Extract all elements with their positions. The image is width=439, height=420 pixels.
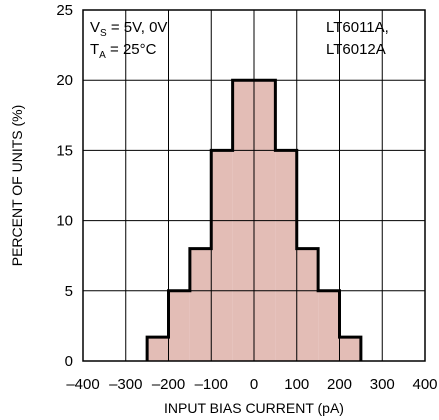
y-tick-label: 20 (56, 72, 73, 89)
x-tick-label: –100 (195, 376, 228, 393)
plot-frame (82, 9, 426, 362)
annotation-part-number-1: LT6011A, (326, 19, 389, 36)
bar-1 (168, 290, 190, 361)
x-tick-label: 0 (250, 376, 258, 393)
y-tick-label: 10 (56, 213, 73, 230)
annotation-ambient-temperature: TA = 25°C (90, 41, 157, 61)
bar-3 (211, 150, 233, 361)
y-tick-label: 5 (65, 283, 73, 300)
x-tick-labels: –400 –300 –200 –100 0 100 200 300 400 (66, 376, 437, 393)
annotation-supply-voltage-rest: = 5V, 0V (107, 19, 168, 36)
x-axis-label: INPUT BIAS CURRENT (pA) (164, 400, 344, 416)
grid (83, 10, 425, 361)
bar-9 (339, 337, 361, 361)
annotation-ambient-temperature-rest: = 25°C (106, 41, 157, 58)
bar-7 (296, 248, 319, 361)
bar-2 (189, 248, 212, 361)
annotation-supply-voltage: VS = 5V, 0V (90, 19, 167, 39)
x-tick-label: 200 (327, 376, 352, 393)
x-tick-label: 400 (412, 376, 437, 393)
histogram-outline (145, 78, 363, 361)
annotation-supply-voltage-main: V (90, 19, 100, 36)
annotation-ambient-temperature-sub: A (99, 50, 106, 61)
y-tick-label: 0 (65, 353, 73, 370)
bar-8 (318, 290, 340, 361)
bar-6 (275, 150, 297, 361)
x-tick-label: –300 (109, 376, 142, 393)
annotation-supply-voltage-sub: S (100, 28, 107, 39)
x-tick-label: 300 (370, 376, 395, 393)
y-tick-label: 15 (56, 142, 73, 159)
bar-0 (147, 337, 169, 361)
x-tick-label: –400 (66, 376, 99, 393)
annotation-part-number-2: LT6012A (326, 41, 386, 58)
y-axis-label: PERCENT OF UNITS (%) (9, 105, 25, 267)
x-tick-label: 100 (284, 376, 309, 393)
y-tick-label: 25 (56, 2, 73, 19)
annotation-ambient-temperature-main: T (90, 41, 99, 58)
x-tick-label: –200 (152, 376, 185, 393)
y-tick-labels: 0 5 10 15 20 25 (56, 2, 73, 370)
